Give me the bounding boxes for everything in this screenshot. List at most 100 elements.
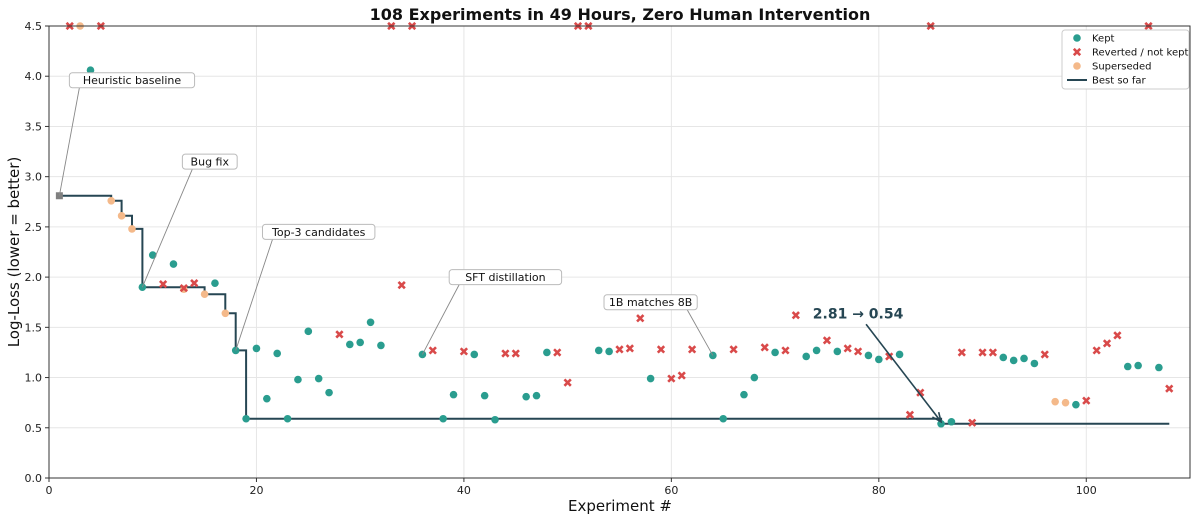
reverted-point — [781, 346, 790, 355]
kept-point — [895, 350, 904, 359]
y-tick-label: 0.0 — [25, 472, 43, 485]
grid — [48, 25, 1190, 479]
kept-point — [480, 391, 489, 400]
cross-stroke — [916, 388, 925, 397]
reverted-point — [905, 410, 915, 419]
x-tick-label: 40 — [457, 484, 471, 497]
kept-point — [1009, 356, 1018, 365]
annotations: Heuristic baseline Bug fix Top-3 candidate… — [58, 72, 943, 424]
reverted-point — [656, 345, 666, 354]
reverted-point — [667, 374, 676, 383]
kept-point — [418, 350, 427, 359]
kept-point — [812, 346, 821, 355]
reverted-point — [1092, 346, 1101, 355]
cross-stroke — [885, 352, 894, 361]
reverted-point — [511, 349, 520, 358]
reverted-point — [397, 281, 406, 290]
cross-stroke — [397, 281, 406, 290]
superseded-point — [107, 196, 116, 205]
superseded-point — [1051, 397, 1059, 406]
reverted-point — [729, 345, 738, 354]
y-tick-label: 4.5 — [25, 20, 43, 33]
reverted-point — [501, 349, 510, 358]
y-tick-label: 0.5 — [25, 422, 43, 435]
annotation-leader — [422, 284, 460, 355]
annotation-box — [261, 223, 376, 240]
y-tick-label: 3.5 — [25, 120, 43, 133]
reverted-point — [1040, 350, 1049, 359]
cross-stroke — [615, 345, 624, 354]
cross-stroke — [335, 330, 344, 339]
chart-title: 108 Experiments in 49 Hours, Zero Human … — [370, 5, 871, 24]
reverted-point — [335, 330, 344, 339]
cross-stroke — [957, 348, 966, 357]
reverted-point — [553, 348, 562, 357]
kept-point — [937, 419, 945, 428]
kept-point — [543, 348, 551, 357]
reverted-point — [791, 311, 800, 320]
kept-point — [138, 283, 147, 291]
kept-point — [947, 417, 956, 426]
cross-stroke — [1092, 346, 1101, 355]
x-tick-label: 100 — [1076, 484, 1097, 497]
kept-point — [314, 374, 323, 383]
x-tick-label: 60 — [664, 484, 678, 497]
cross-stroke — [760, 343, 769, 352]
kept-point — [1072, 400, 1080, 409]
reverted-point — [1113, 331, 1122, 340]
reverted-point — [843, 344, 852, 353]
reverted-point — [957, 348, 966, 357]
x-axis-title: Experiment # — [568, 497, 672, 515]
superseded-point — [1061, 398, 1070, 407]
cross-stroke — [687, 345, 697, 354]
cross-stroke — [1102, 339, 1112, 348]
cross-stroke — [905, 410, 915, 419]
kept-point — [605, 347, 613, 356]
annotation-label: Heuristic baseline — [83, 74, 182, 87]
kept-point — [252, 344, 261, 353]
reverted-point — [968, 418, 977, 427]
kept-point — [740, 390, 748, 399]
cross-stroke — [978, 348, 987, 357]
reverted-point — [885, 352, 894, 361]
kept-point — [999, 353, 1008, 362]
kept-point — [522, 392, 530, 401]
callout-arrow-head — [932, 412, 943, 424]
kept-point — [1155, 363, 1163, 372]
superseded-point — [221, 309, 230, 318]
cross-stroke — [729, 345, 738, 354]
annotation-leader — [235, 239, 273, 351]
cross-stroke — [781, 346, 790, 355]
reverted-point — [179, 284, 188, 293]
reverted-point — [916, 388, 925, 397]
reverted-point — [625, 344, 634, 353]
kept-point — [86, 66, 95, 74]
cross-stroke — [1040, 350, 1049, 359]
kept-point — [864, 351, 873, 360]
legend-label-kept: Kept — [1092, 34, 1115, 45]
reverted-point — [687, 345, 697, 354]
legend-marker-kept — [1073, 34, 1081, 42]
reverted-point — [822, 336, 832, 345]
reverted-point — [1102, 339, 1112, 348]
annotation-box — [181, 153, 238, 170]
superseded-point — [200, 290, 209, 298]
cross-stroke — [667, 374, 676, 383]
legend: Kept Reverted / not kept Superseded Best… — [1061, 29, 1190, 90]
cross-stroke — [563, 378, 572, 387]
kept-point — [169, 260, 178, 268]
y-tick-label: 4.0 — [25, 70, 43, 83]
kept-point — [211, 279, 219, 287]
annotation-leader — [686, 309, 714, 356]
reverted-point — [190, 279, 199, 288]
annotation-box — [68, 72, 196, 89]
superseded-point — [128, 225, 136, 233]
reverted-point — [428, 346, 437, 355]
cross-stroke — [553, 348, 562, 357]
x-tick-label: 80 — [872, 484, 886, 497]
kept-point — [449, 390, 458, 399]
cross-stroke — [625, 344, 634, 353]
legend-box — [1061, 29, 1190, 90]
kept-point — [346, 340, 354, 349]
callout-arrow-shaft — [865, 323, 942, 423]
